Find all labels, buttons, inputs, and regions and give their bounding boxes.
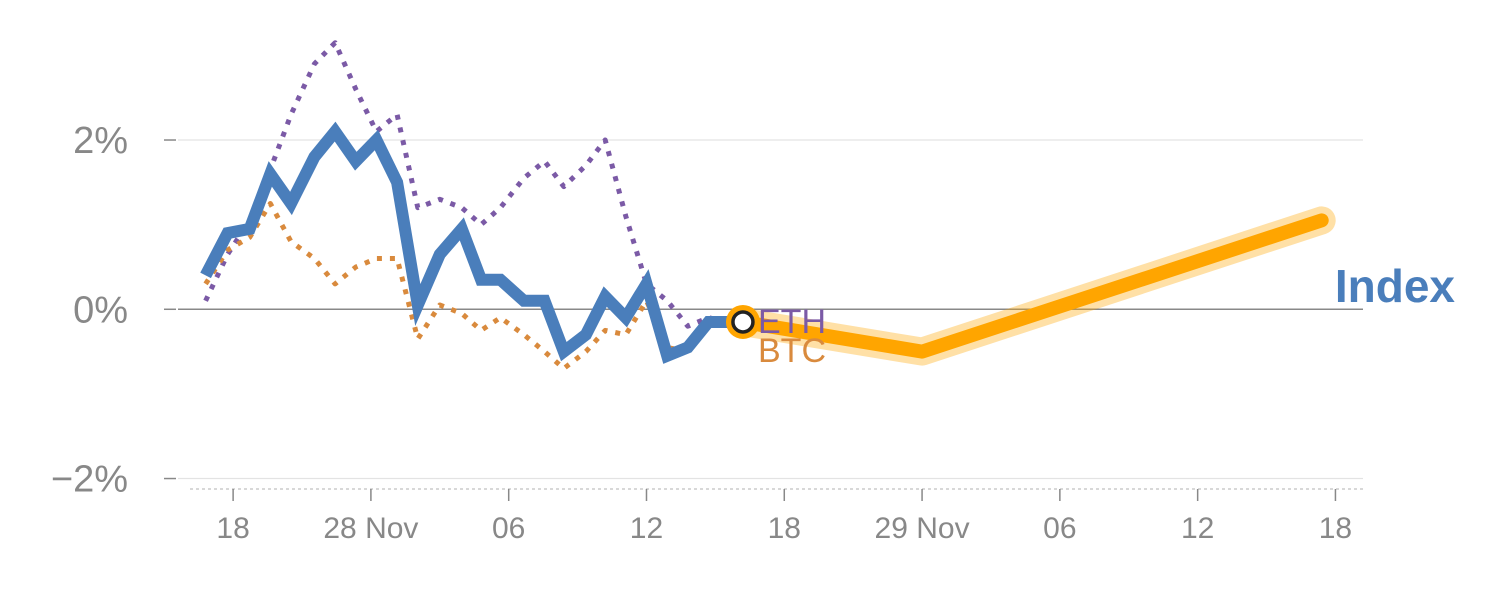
- x-tick-label: 18: [768, 512, 801, 545]
- btc-label: BTC: [758, 332, 826, 370]
- marker-inner: [731, 310, 755, 334]
- x-tick-label: 29 Nov: [875, 512, 970, 545]
- y-tick-label: 0%: [73, 289, 128, 331]
- x-tick-label: 18: [1319, 512, 1352, 545]
- series-layer: [200, 40, 1336, 371]
- x-tick-label: 06: [492, 512, 525, 545]
- eth-label: ETH: [758, 303, 826, 341]
- index-label: Index: [1335, 260, 1456, 312]
- x-tick-label: 06: [1043, 512, 1076, 545]
- x-tick-label: 12: [630, 512, 663, 545]
- y-tick-label: −2%: [51, 459, 128, 501]
- axis-layer: 2% 0% −2% 18 28 Nov 06 12 18 29 Nov 06 12 18: [51, 120, 1363, 545]
- forecast-line: [735, 213, 1329, 359]
- x-tick-label: 28 Nov: [323, 512, 418, 545]
- x-tick-label: 12: [1181, 512, 1214, 545]
- y-tick-label: 2%: [73, 120, 128, 162]
- index-series-line: [200, 121, 743, 364]
- btc-series-line: [203, 201, 743, 371]
- x-tick-label: 18: [216, 512, 249, 545]
- eth-series-line: [203, 40, 743, 329]
